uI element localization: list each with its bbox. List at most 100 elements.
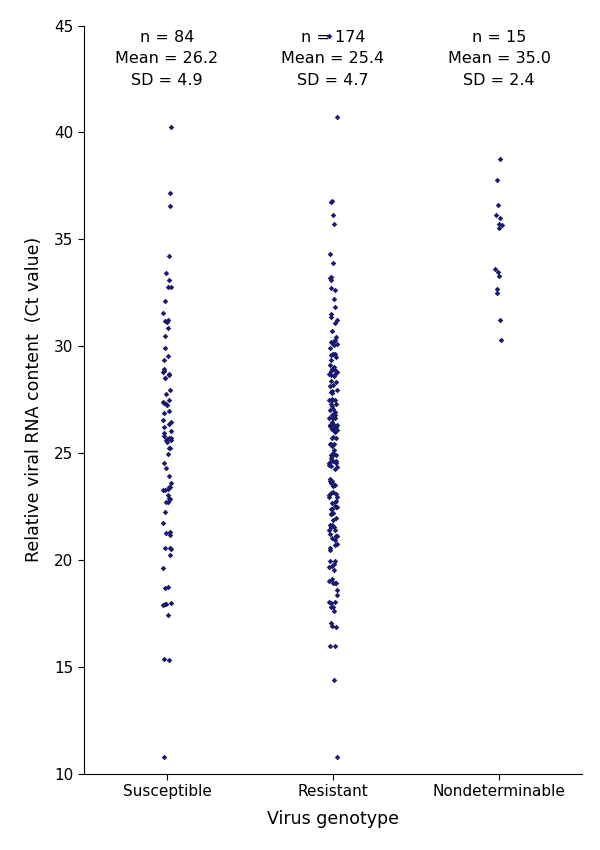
Point [326,365,336,378]
Point [332,365,342,378]
Point [332,584,341,598]
Point [331,421,340,434]
Point [332,490,341,503]
Point [326,385,335,399]
Point [159,652,169,666]
Point [331,620,340,634]
Point [326,502,335,516]
Point [330,554,340,568]
Point [325,458,334,472]
Point [330,462,340,475]
Point [325,271,334,285]
Point [328,409,337,422]
Point [330,283,340,297]
Point [327,422,337,436]
Point [326,273,336,286]
Point [158,366,168,379]
Point [330,333,340,347]
Point [161,526,171,540]
Point [331,456,341,470]
Text: n = 15
Mean = 35.0
SD = 2.4: n = 15 Mean = 35.0 SD = 2.4 [448,30,551,88]
Point [163,280,173,293]
Point [326,448,335,462]
Point [332,337,342,350]
Point [331,496,340,509]
Point [332,500,341,513]
Point [329,674,338,688]
Point [158,561,167,575]
Point [165,547,175,561]
Point [161,461,171,474]
Point [328,474,337,488]
Point [161,433,170,446]
Point [330,539,340,552]
Point [329,411,338,425]
Point [326,507,335,520]
Point [329,218,338,231]
Point [325,411,334,425]
Point [330,499,340,513]
Point [329,338,338,352]
Point [327,572,337,586]
Point [328,362,337,376]
Point [329,208,338,222]
Point [327,400,337,413]
Point [164,368,174,382]
Point [332,423,341,437]
Point [328,348,338,361]
Point [325,574,334,587]
Point [327,496,337,509]
Point [329,479,338,492]
Point [328,576,338,590]
Point [494,217,503,230]
Point [331,449,341,462]
Point [326,348,335,362]
Point [166,432,176,445]
Point [326,368,336,382]
Point [329,455,338,468]
Point [164,653,173,666]
Point [326,459,335,473]
Point [497,218,506,232]
Point [326,472,335,485]
Point [332,460,341,473]
Point [493,265,502,279]
Point [330,408,340,422]
Point [164,491,173,505]
Point [161,342,170,355]
Point [326,486,335,500]
Point [332,537,341,551]
Point [165,525,175,539]
Point [159,429,169,443]
Point [329,520,339,534]
Point [166,415,176,428]
Point [330,367,340,381]
Point [326,474,336,488]
Point [326,476,336,490]
Point [326,195,335,208]
Point [329,479,338,492]
Point [161,496,171,509]
Point [328,416,337,429]
Point [326,270,335,284]
Point [328,417,338,431]
Point [327,438,337,451]
Point [325,518,335,531]
Point [330,394,340,407]
Point [161,314,170,328]
Point [324,456,334,470]
Point [329,438,339,451]
Point [166,280,176,294]
Point [332,487,341,501]
Point [329,444,339,457]
Point [331,575,340,589]
Point [327,393,337,406]
Point [162,433,172,446]
Point [164,416,174,430]
Point [165,441,175,455]
Point [326,543,335,557]
Point [332,530,341,543]
Point [331,639,340,653]
Point [160,330,170,343]
Point [160,483,170,496]
